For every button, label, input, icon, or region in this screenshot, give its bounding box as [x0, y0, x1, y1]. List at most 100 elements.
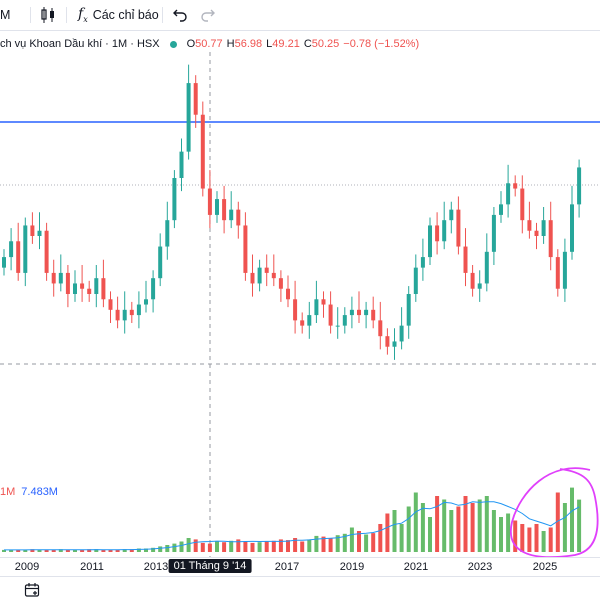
volume-bar — [357, 531, 361, 552]
candle — [37, 212, 42, 250]
symbol-title[interactable]: ch vụ Khoan Dầu khí · 1M · HSX — [0, 38, 160, 50]
candle — [428, 217, 432, 265]
volume-ma-line — [4, 501, 580, 551]
volume-bar — [250, 542, 255, 552]
candle — [555, 249, 560, 297]
volume-bar — [158, 546, 163, 552]
volume-bar — [136, 548, 141, 552]
candle — [506, 164, 511, 218]
time-axis[interactable]: 2009 2011 2013 2017 2019 2021 2023 2025 01 Tháng… — [0, 557, 600, 576]
volume-bar — [378, 524, 383, 552]
volume-legend: 1M 7.483M — [0, 486, 58, 498]
candle — [129, 301, 134, 323]
volume-bar — [321, 536, 326, 552]
volume-bar — [129, 549, 134, 552]
low-label: L — [266, 38, 273, 50]
volume-bar — [215, 541, 219, 552]
volume-bar — [44, 549, 49, 552]
candle — [44, 222, 49, 281]
time-axis-label: 2023 — [467, 561, 493, 573]
volume-bar — [264, 541, 269, 552]
undo-button[interactable] — [172, 0, 188, 30]
toolbar-divider — [30, 7, 31, 23]
candle — [527, 201, 532, 239]
volume-bar — [413, 492, 418, 552]
volume-bar — [300, 541, 305, 552]
low-value: 49.21 — [272, 38, 300, 50]
volume-bar — [392, 510, 397, 552]
candle — [364, 301, 369, 329]
volume-bar — [23, 549, 28, 552]
volume-bar — [520, 524, 525, 552]
candle — [122, 291, 127, 334]
candlestick-type-button[interactable] — [40, 0, 56, 30]
candle — [449, 201, 454, 234]
time-axis-label: 2021 — [403, 561, 429, 573]
volume-bar — [172, 543, 177, 552]
candle — [420, 238, 425, 281]
candle — [378, 301, 383, 350]
symbol-menu[interactable]: M — [0, 0, 10, 30]
candle — [158, 233, 163, 287]
volume-bar — [484, 496, 489, 552]
volume-bar — [200, 542, 205, 552]
volume-bar — [293, 538, 298, 552]
candle — [215, 191, 219, 223]
candle — [94, 265, 99, 308]
redo-button[interactable] — [200, 0, 216, 30]
volume-bar — [307, 539, 312, 552]
volume-bar — [314, 535, 319, 552]
candle — [413, 254, 418, 302]
volume-bar — [108, 549, 113, 552]
volume-bar — [122, 549, 127, 552]
candle — [392, 328, 397, 360]
volume-bar — [73, 549, 77, 552]
volume-bar — [435, 496, 440, 552]
candle — [193, 75, 198, 128]
volume-bar — [87, 549, 92, 552]
candle — [406, 286, 411, 339]
candle — [484, 233, 489, 292]
candle — [463, 228, 468, 287]
high-value: 56.98 — [234, 38, 263, 50]
indicators-button[interactable]: fx Các chỉ báo — [78, 0, 159, 30]
candle — [151, 270, 156, 313]
candle — [442, 201, 447, 250]
volume-bar — [420, 503, 425, 552]
volume-bar — [179, 541, 184, 552]
candle — [271, 254, 276, 287]
volume-bar — [144, 548, 148, 552]
candle — [2, 249, 6, 276]
calendar-icon[interactable] — [24, 582, 40, 597]
volume-bar — [222, 542, 227, 552]
open-label: O — [186, 38, 196, 50]
volume-bar — [570, 487, 574, 552]
candle — [520, 175, 525, 234]
volume-bar — [577, 499, 582, 552]
candle — [207, 170, 212, 229]
volume-bar — [470, 503, 475, 552]
candle — [73, 270, 77, 302]
candle — [264, 254, 269, 287]
candle — [491, 207, 496, 265]
volume-bar — [236, 539, 241, 552]
candle — [222, 185, 227, 234]
volume-bar — [513, 520, 518, 552]
volume-bar — [428, 517, 432, 552]
price-chart[interactable] — [0, 52, 600, 557]
candle — [477, 270, 482, 302]
volume-bar — [385, 513, 390, 552]
high-label: H — [226, 38, 235, 50]
candle — [534, 222, 539, 250]
volume-bar — [506, 513, 511, 552]
candle — [172, 170, 177, 229]
candle — [16, 222, 21, 281]
candle — [278, 270, 283, 302]
candle — [23, 217, 28, 287]
candle — [570, 185, 574, 260]
volume-bar — [51, 549, 56, 552]
time-axis-label: 2019 — [339, 561, 365, 573]
candle — [314, 280, 319, 323]
volume-bar — [335, 535, 340, 552]
